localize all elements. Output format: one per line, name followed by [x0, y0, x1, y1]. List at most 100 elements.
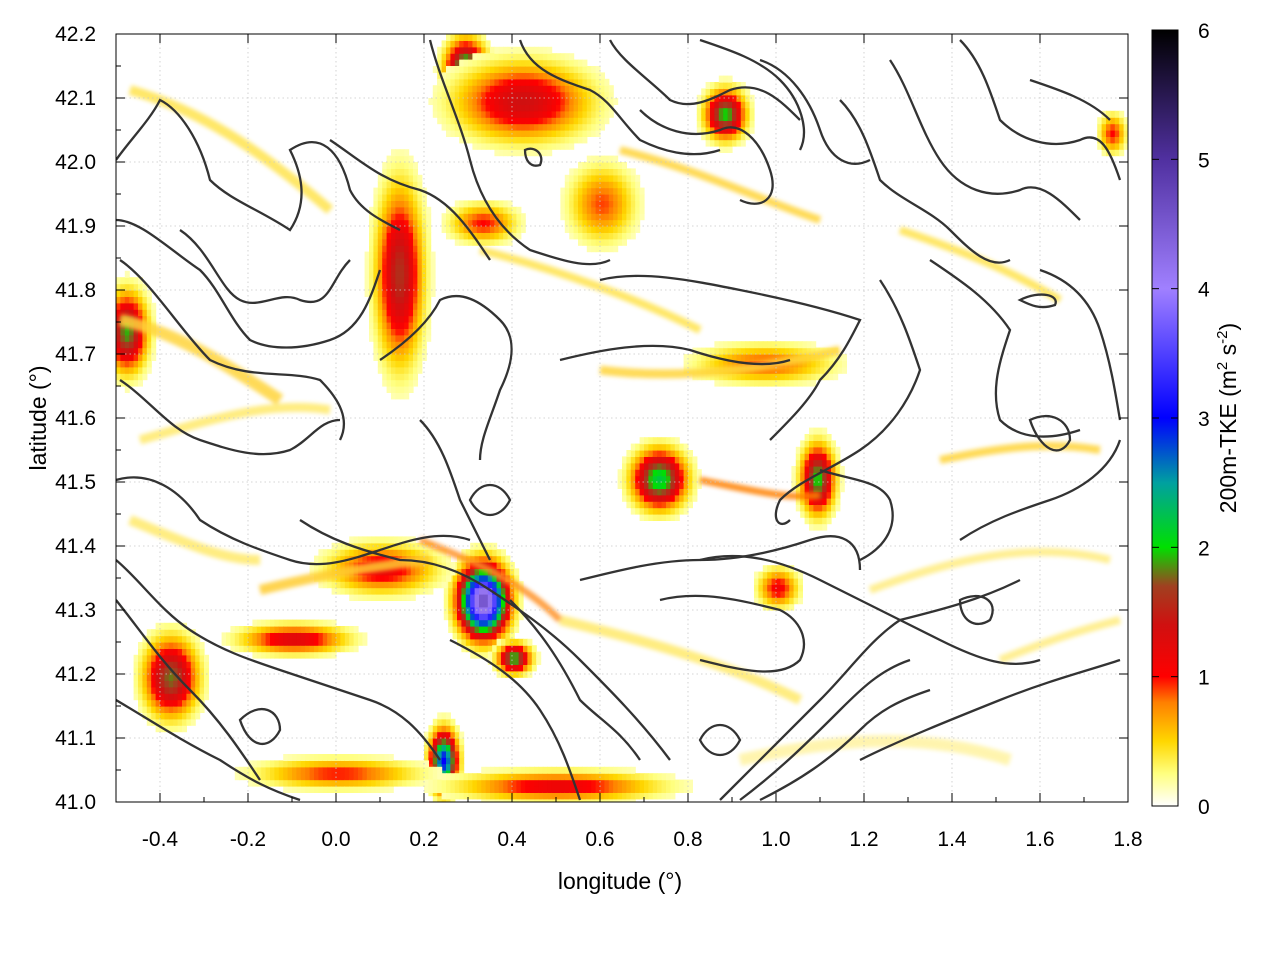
tke-cell: [373, 315, 379, 323]
tke-cell: [613, 174, 619, 182]
tke-cell: [314, 760, 319, 768]
tke-cell: [617, 187, 623, 195]
tke-cell: [142, 341, 148, 349]
tke-cell: [274, 760, 280, 768]
tke-cell: [727, 146, 733, 153]
tke-cell: [446, 59, 451, 67]
tke-cell: [556, 786, 561, 793]
tke-cell: [366, 581, 372, 589]
tke-cell: [551, 117, 557, 125]
tke-cell: [483, 600, 489, 608]
tke-cell: [1119, 117, 1125, 125]
tke-cell: [622, 232, 627, 240]
tke-cell: [573, 779, 579, 787]
tke-cell: [386, 200, 392, 208]
tke-cell: [142, 686, 148, 694]
tke-cell: [450, 213, 456, 221]
tke-cell: [648, 792, 654, 800]
tke-cell: [292, 626, 297, 633]
tke-cell: [366, 536, 372, 544]
tke-cell: [822, 434, 828, 441]
tke-cell: [465, 549, 471, 557]
tke-cell: [754, 347, 759, 355]
tke-cell: [437, 549, 443, 557]
tke-cell: [195, 654, 201, 662]
tke-cell: [146, 699, 152, 707]
tke-cell: [371, 587, 377, 595]
tke-cell: [186, 674, 192, 681]
tke-cell: [395, 181, 401, 189]
tke-cell: [395, 386, 401, 393]
tke-cell: [754, 379, 759, 387]
tke-cell: [327, 773, 333, 781]
tke-cell: [723, 94, 729, 102]
tke-cell: [617, 181, 623, 189]
tke-cell: [648, 494, 654, 502]
tke-cell: [582, 798, 588, 802]
tke-cell: [556, 53, 561, 61]
tke-cell: [608, 779, 614, 787]
tke-cell: [476, 213, 482, 221]
tke-cell: [309, 632, 315, 640]
tke-cell: [793, 373, 799, 381]
tke-cell: [547, 91, 553, 99]
tke-cell: [556, 130, 561, 137]
tke-cell: [402, 581, 407, 589]
tke-cell: [512, 59, 517, 67]
tke-cell: [404, 194, 410, 201]
tke-cell: [472, 72, 478, 80]
tke-cell: [470, 645, 476, 653]
tke-cell: [727, 379, 733, 387]
tke-cell: [811, 366, 817, 374]
tke-cell: [813, 440, 819, 448]
tke-cell: [507, 85, 513, 93]
tke-cell: [384, 587, 390, 595]
tke-cell: [487, 626, 493, 633]
tke-cell: [318, 786, 324, 793]
tke-cell: [839, 485, 845, 493]
tke-cell: [817, 472, 823, 480]
tke-cell: [622, 469, 627, 477]
tke-cell: [309, 786, 315, 793]
tke-cell: [727, 139, 733, 147]
tke-cell: [683, 475, 689, 483]
tke-cell: [270, 638, 275, 646]
tke-cell: [600, 238, 605, 246]
tke-cell: [182, 661, 187, 669]
tke-cell: [740, 133, 746, 141]
tke-cell: [459, 136, 465, 144]
tke-cell: [496, 587, 502, 595]
tke-cell: [413, 206, 418, 214]
tke-cell: [705, 120, 711, 128]
tke-cell: [817, 459, 823, 467]
tke-cell: [670, 501, 676, 509]
tke-cell: [98, 328, 103, 335]
tke-cell: [501, 581, 506, 589]
tke-cell: [688, 360, 693, 368]
tke-cell: [740, 107, 746, 115]
tke-cell: [591, 219, 597, 227]
tke-cell: [595, 773, 601, 781]
tke-cell: [190, 661, 196, 669]
tke-cell: [648, 779, 654, 787]
tke-cell: [353, 754, 359, 761]
tke-cell: [516, 786, 522, 793]
tke-cell: [155, 693, 161, 701]
tke-cell: [413, 264, 418, 272]
tke-cell: [479, 549, 484, 557]
tke-cell: [758, 341, 764, 349]
tke-cell: [182, 725, 187, 733]
tke-cell: [454, 725, 460, 733]
tke-cell: [395, 328, 401, 336]
tke-cell: [534, 786, 539, 793]
tke-cell: [767, 565, 773, 573]
tke-cell: [820, 366, 825, 374]
tke-cell: [542, 117, 548, 125]
tke-cell: [626, 226, 632, 233]
tke-cell: [331, 754, 337, 761]
tke-cell: [399, 155, 405, 163]
tke-cell: [839, 478, 845, 486]
tke-cell: [404, 283, 410, 291]
tke-cell: [386, 194, 392, 201]
tke-cell: [516, 779, 522, 787]
